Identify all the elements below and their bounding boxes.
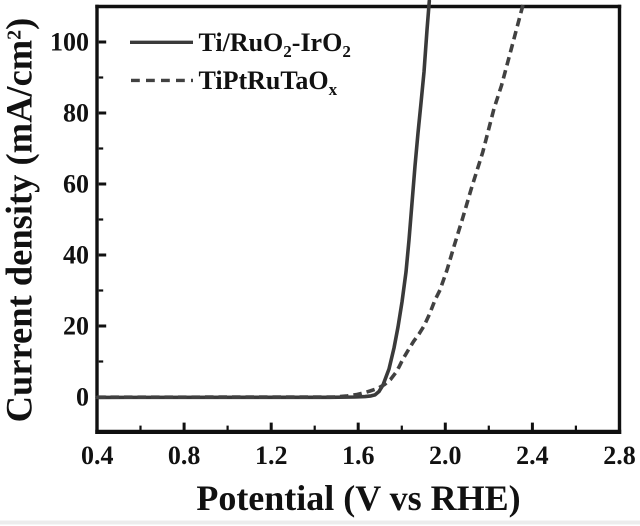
svg-text:1.2: 1.2: [255, 441, 288, 470]
svg-text:20: 20: [63, 312, 89, 341]
svg-text:0.8: 0.8: [168, 441, 201, 470]
svg-text:2.8: 2.8: [603, 441, 636, 470]
svg-text:Potential (V vs RHE): Potential (V vs RHE): [196, 478, 520, 518]
svg-text:80: 80: [63, 99, 89, 128]
svg-text:Current density (mA/cm2): Current density (mA/cm2): [0, 18, 40, 423]
svg-text:TiPtRuTaOx: TiPtRuTaOx: [199, 66, 338, 99]
svg-text:40: 40: [63, 241, 89, 270]
svg-text:2.0: 2.0: [429, 441, 462, 470]
svg-text:Ti/RuO2-IrO2: Ti/RuO2-IrO2: [199, 28, 351, 61]
svg-text:0: 0: [76, 383, 89, 412]
svg-text:2.4: 2.4: [516, 441, 549, 470]
svg-text:0.4: 0.4: [81, 441, 114, 470]
svg-text:100: 100: [50, 28, 89, 57]
svg-text:60: 60: [63, 170, 89, 199]
svg-text:1.6: 1.6: [342, 441, 375, 470]
